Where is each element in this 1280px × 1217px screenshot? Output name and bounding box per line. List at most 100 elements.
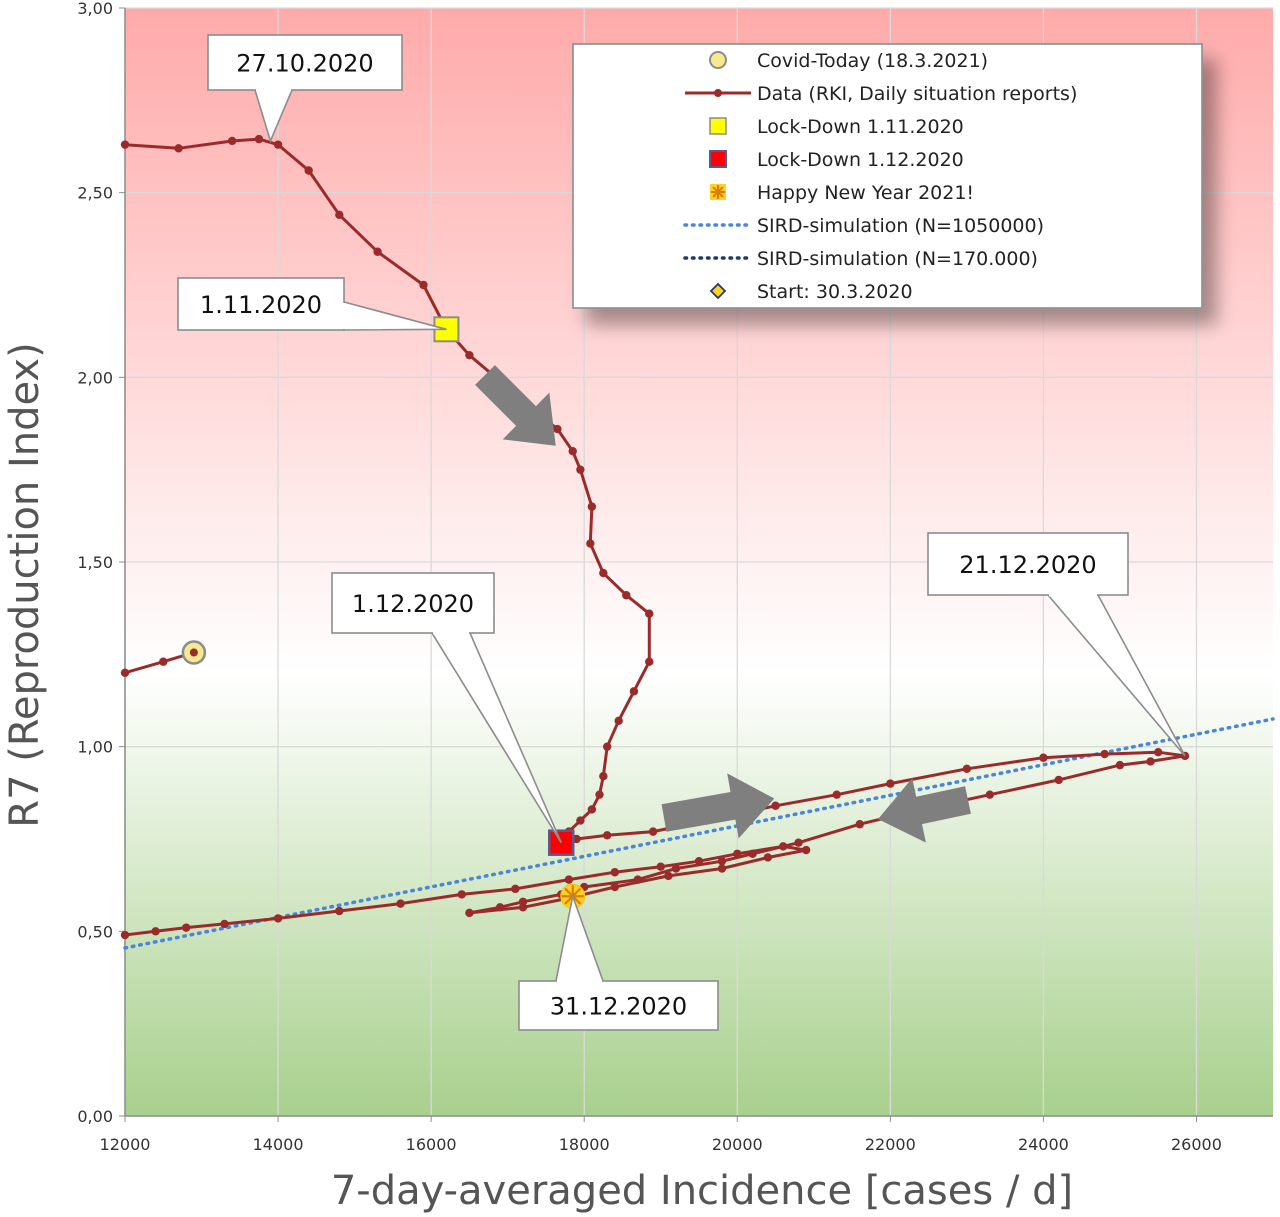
data-point (335, 210, 344, 220)
callout-label: 1.12.2020 (352, 590, 474, 618)
data-point (629, 687, 639, 696)
data-point (419, 280, 428, 290)
covid-today-dot (189, 648, 198, 657)
callouts: 27.10.2020 1.11.2020 1.12.2020 21.12.2020 31… (177, 34, 1186, 1031)
callout-box (207, 34, 403, 91)
data-point (586, 539, 595, 548)
data-point (648, 827, 658, 836)
x-tick-label: 16000 (406, 1135, 457, 1154)
data-point (495, 903, 505, 912)
y-tick-label: 3,00 (77, 0, 113, 18)
axes: 12000 14000 16000 18000 20000 22000 24000 26000… (77, 0, 1273, 1154)
callout-box (518, 980, 719, 1031)
data-point (771, 801, 780, 810)
data-point (595, 790, 604, 799)
data-point (694, 856, 704, 866)
legend-label: Covid-Today (18.3.2021) (757, 50, 988, 72)
sird-line (123, 717, 1275, 950)
legend-diamond-icon (709, 282, 727, 300)
data-point (273, 914, 283, 923)
data-point (465, 908, 474, 918)
legend-label: Lock-Down 1.11.2020 (757, 116, 964, 138)
legend: Covid-Today (18.3.2021) Data (RKI, Daily … (572, 43, 1203, 309)
data-point (886, 779, 895, 788)
left-arrow (878, 778, 971, 843)
callout-box (331, 572, 495, 634)
data-point (587, 805, 597, 814)
data-point (174, 144, 183, 153)
legend-item: SIRD-simulation (N=1050000) (683, 215, 1044, 237)
callout-label: 21.12.2020 (959, 551, 1096, 579)
x-tick-label: 20000 (712, 1135, 763, 1154)
data-point (1146, 757, 1155, 766)
data-point (518, 903, 528, 912)
legend-label: Lock-Down 1.12.2020 (757, 149, 964, 171)
data-point (220, 919, 229, 929)
legend-circle-icon (709, 51, 727, 69)
data-point (159, 657, 168, 666)
callout-box (177, 277, 345, 331)
data-point (599, 772, 608, 781)
legend-item: Lock-Down 1.11.2020 (709, 116, 964, 138)
data-point (465, 350, 474, 360)
x-tick-label: 12000 (100, 1135, 151, 1154)
y-tick-label: 2,00 (77, 368, 113, 387)
data-point (1054, 775, 1063, 785)
data-point (273, 140, 283, 149)
data-point (610, 882, 620, 892)
legend-dot-icon (714, 89, 722, 97)
legend-item: SIRD-simulation (N=170.000) (683, 248, 1038, 270)
arrow-shape (475, 365, 556, 446)
data-point (227, 136, 237, 146)
data-point (254, 134, 264, 144)
data-point (151, 927, 160, 936)
x-tick-label: 24000 (1018, 1135, 1069, 1154)
legend-label: Start: 30.3.2020 (757, 281, 913, 303)
callout-label: 1.11.2020 (200, 291, 322, 319)
arrow-shape (661, 773, 775, 839)
legend-square-icon (709, 150, 727, 168)
data-point (962, 764, 972, 774)
y-tick-label: 1,00 (77, 738, 113, 757)
data-point (985, 790, 995, 799)
data-point (602, 831, 612, 840)
data-point (587, 502, 597, 511)
legend-asterisk-icon (712, 186, 724, 198)
x-axis-title: 7-day-averaged Incidence [cases / d] (331, 1168, 1073, 1214)
y-tick-label: 2,50 (77, 184, 113, 203)
x-tick-label: 14000 (253, 1135, 304, 1154)
data-point (568, 447, 577, 456)
y-tick-label: 1,50 (77, 553, 113, 572)
data-point (120, 140, 130, 149)
data-point (511, 884, 520, 894)
data-point (645, 609, 654, 618)
y-tick-label: 0,50 (77, 922, 113, 941)
legend-item: Happy New Year 2021! (710, 182, 974, 204)
data-point (801, 845, 811, 855)
data-point (622, 591, 631, 600)
data-point (182, 923, 191, 932)
data-point (778, 842, 788, 851)
legend-label: SIRD-simulation (N=170.000) (757, 248, 1038, 270)
data-point (610, 868, 620, 877)
legend-label: Data (RKI, Daily situation reports) (757, 83, 1077, 105)
data-point (564, 875, 574, 884)
data-point (664, 871, 673, 881)
data-point (576, 465, 585, 474)
data-point (614, 716, 623, 726)
data-point (457, 890, 466, 899)
data-point (832, 790, 841, 799)
legend-square-icon (709, 117, 727, 135)
data-point (748, 849, 757, 858)
callout-label: 27.10.2020 (236, 50, 373, 78)
data-point (373, 247, 382, 256)
legend-item: Start: 30.3.2020 (709, 281, 913, 303)
data-point (1115, 760, 1125, 770)
x-tick-label: 18000 (559, 1135, 610, 1154)
data-point (633, 875, 642, 884)
data-point (717, 864, 727, 873)
direction-arrows (475, 365, 971, 843)
data-point (794, 838, 803, 847)
legend-item: Covid-Today (18.3.2021) (709, 50, 988, 72)
